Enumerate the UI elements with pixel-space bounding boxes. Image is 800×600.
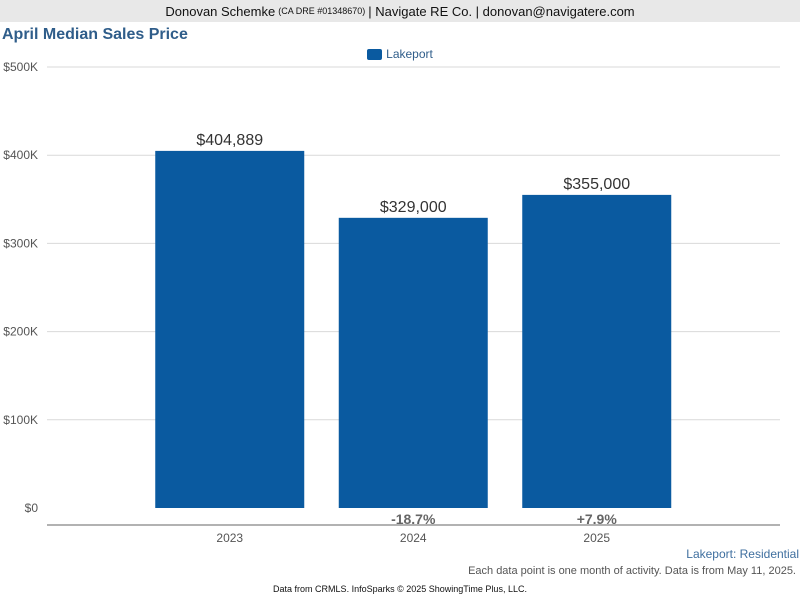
change-label-2025: +7.9% [577,511,618,527]
bar-chart: $0 $100K $200K $300K $400K $500K $404,889 2023 $… [3,60,780,545]
x-tick-label: 2023 [216,531,243,545]
y-tick-label: $100K [3,413,38,427]
x-tick-label: 2024 [400,531,427,545]
legend-label: Lakeport [386,47,433,61]
data-footnote: Each data point is one month of activity… [468,565,796,577]
y-tick-label: $500K [3,60,38,74]
agent-contact: | Navigate RE Co. | donovan@navigatere.c… [368,3,635,19]
y-tick-label: $200K [3,325,38,339]
bar-2025 [522,194,672,508]
y-tick-label: $0 [25,501,39,515]
data-label-2023: $404,889 [196,132,263,149]
agent-name: Donovan Schemke [165,3,276,19]
data-label-2025: $355,000 [563,176,630,193]
legend-swatch [367,48,383,60]
agent-license: (CA DRE #01348670) [278,6,366,16]
bar-2024 [338,217,488,508]
y-tick-label: $400K [3,148,38,162]
data-label-2024: $329,000 [380,199,447,216]
x-tick-label: 2025 [583,531,610,545]
data-credit: Data from CRMLS. InfoSparks © 2025 Showi… [273,584,527,594]
chart-title: April Median Sales Price [2,26,188,43]
segment-label: Lakeport: Residential [686,547,799,561]
y-tick-label: $300K [3,236,38,250]
bar-2023 [155,150,305,508]
change-label-2024: -18.7% [391,511,436,527]
chart-legend: Lakeport [0,46,800,62]
agent-header: Donovan Schemke (CA DRE #01348670) | Nav… [0,0,800,22]
